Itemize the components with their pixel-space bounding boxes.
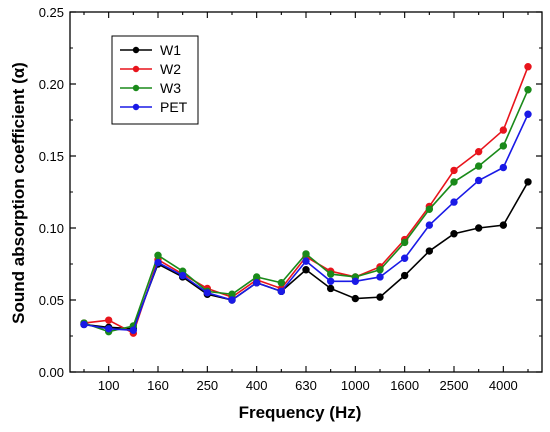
legend-label-pet: PET [160, 99, 188, 115]
data-point-pet [400, 254, 409, 262]
legend-label-w1: W1 [160, 42, 181, 58]
data-point-w3 [154, 251, 162, 260]
x-tick-label: 1000 [341, 378, 370, 393]
data-point-w1 [351, 294, 360, 303]
data-point-pet [302, 257, 310, 265]
data-point-w3 [302, 250, 310, 258]
data-point-pet [376, 273, 384, 281]
y-tick-label: 0.20 [39, 77, 64, 92]
data-point-pet [351, 277, 360, 285]
data-point-pet [154, 258, 162, 267]
data-point-w3 [400, 238, 409, 247]
x-tick-label: 630 [295, 378, 317, 393]
data-point-pet [277, 287, 286, 296]
data-point-w2 [524, 63, 532, 71]
data-point-w3 [376, 266, 384, 274]
data-point-pet [104, 325, 113, 333]
series-line-pet [83, 113, 529, 332]
data-point-w3 [425, 205, 434, 213]
data-point-w3 [499, 142, 508, 150]
legend-label-w3: W3 [160, 80, 181, 96]
data-point-w3 [277, 279, 286, 287]
x-axis-title: Frequency (Hz) [239, 403, 362, 422]
x-tick-label: 1600 [390, 378, 419, 393]
y-axis-title: Sound absorption coefficient (α) [9, 62, 28, 324]
series-pet [80, 110, 532, 334]
x-tick-label: 2500 [440, 378, 469, 393]
series-group [80, 63, 532, 337]
data-point-w1 [425, 247, 434, 255]
y-tick-label: 0.15 [39, 149, 64, 164]
x-tick-label: 4000 [489, 378, 518, 393]
data-point-w3 [326, 270, 335, 278]
legend-marker-w3 [132, 84, 140, 92]
data-point-w2 [450, 166, 458, 175]
data-point-w1 [302, 266, 310, 274]
data-point-w2 [104, 316, 113, 324]
x-tick-label: 160 [147, 378, 169, 393]
series-line-w3 [83, 89, 529, 333]
data-point-pet [425, 221, 434, 229]
x-tick-label: 100 [98, 378, 120, 393]
data-point-w1 [450, 230, 458, 238]
x-tick-label: 400 [246, 378, 268, 393]
data-point-pet [499, 163, 508, 172]
data-point-w3 [450, 178, 458, 186]
y-axis: 0.00 0.05 0.10 0.15 0.20 0.25 [39, 5, 542, 380]
legend-label-w2: W2 [160, 61, 181, 77]
data-point-w3 [524, 86, 532, 94]
legend-marker-w1 [132, 46, 140, 54]
y-tick-label: 0.10 [39, 221, 64, 236]
data-point-w1 [499, 221, 508, 229]
data-point-w1 [326, 284, 335, 293]
data-point-w1 [400, 271, 409, 280]
data-point-pet [203, 289, 212, 297]
data-point-pet [178, 271, 187, 280]
legend: W1 W2 W3 PET [111, 35, 199, 125]
x-axis: 100 160 250 400 630 1000 1600 2500 4000 [83, 12, 529, 393]
data-point-w2 [499, 126, 508, 134]
data-point-w1 [474, 224, 483, 232]
y-tick-label: 0.00 [39, 365, 64, 380]
x-tick-label: 250 [196, 378, 218, 393]
data-point-pet [474, 176, 483, 185]
data-point-w1 [376, 293, 384, 301]
y-tick-label: 0.05 [39, 293, 64, 308]
legend-marker-pet [132, 103, 140, 111]
data-point-pet [252, 279, 261, 287]
y-tick-label: 0.25 [39, 5, 64, 20]
data-point-pet [129, 326, 138, 334]
data-point-pet [326, 277, 335, 285]
data-point-w1 [524, 178, 532, 186]
data-point-pet [80, 320, 88, 329]
data-point-pet [450, 198, 458, 206]
data-point-pet [524, 110, 532, 118]
data-point-w3 [474, 162, 483, 170]
legend-marker-w2 [132, 65, 140, 73]
data-point-pet [228, 296, 236, 304]
data-point-w2 [474, 147, 483, 156]
